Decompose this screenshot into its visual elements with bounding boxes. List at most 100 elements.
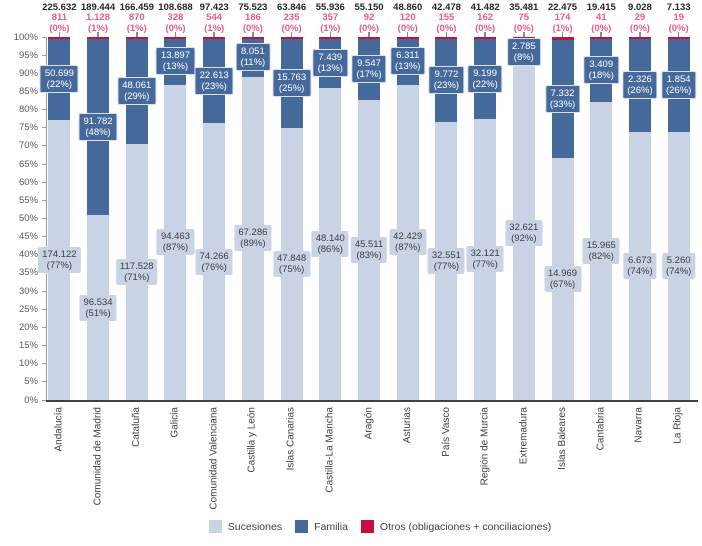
column-header-region-de-murcia: 41.482 162 (0%) (462, 2, 508, 34)
otros-value-label-islas-canarias: 235 (283, 12, 300, 24)
bar-aragon (358, 37, 380, 400)
column-header-comunidad-de-madrid: 189.444 1.128 (1%) (75, 2, 121, 34)
total-label-castilla-la-mancha: 55.936 (315, 2, 345, 13)
bar-comunidad-de-madrid (87, 37, 110, 400)
otros-pct-label-comunidad-de-madrid: (1%) (88, 22, 109, 34)
bar-segment-otros-extremadura (512, 37, 535, 39)
x-axis-label-islas-baleares: Islas Baleares (556, 407, 568, 470)
otros-pct-label-comunidad-valenciana: (1%) (204, 22, 225, 34)
data-label-familia-cantabria: 3.409 (18%) (583, 55, 619, 84)
otros-value-label-asturias: 120 (399, 12, 416, 24)
total-label-cantabria: 19.415 (586, 2, 616, 13)
y-axis-tick-label: 100% (13, 31, 38, 43)
total-label-islas-canarias: 63.846 (277, 2, 307, 13)
otros-value-label-castilla-la-mancha: 357 (322, 12, 339, 24)
otros-leader-tick-la-rioja (677, 31, 680, 37)
otros-pct-label-cantabria: (0%) (591, 22, 612, 34)
legend-label-otros-obligaciones-conciliaciones: Otros (obligaciones + conciliaciones) (379, 520, 552, 533)
bar-segment-otros-castilla-y-leon (241, 37, 264, 39)
y-axis-tick (42, 381, 46, 383)
data-label-sucesiones-asturias: 42.429 (87%) (389, 229, 427, 256)
y-axis-tick-label: 65% (18, 158, 38, 170)
y-axis-tick-label: 15% (18, 340, 38, 352)
legend: Sucesiones Familia Otros (obligaciones + c… (0, 520, 702, 533)
x-axis-label-asturias: Asturias (401, 407, 413, 444)
otros-leader-tick-aragon (368, 31, 370, 37)
y-axis-tick (42, 326, 46, 328)
data-label-familia-comunidad-de-madrid: 91.782 (48%) (78, 113, 118, 142)
y-axis-tick-label: 85% (18, 85, 38, 97)
otros-pct-label-cataluna: (1%) (126, 22, 147, 34)
column-header-castilla-y-leon: 75.523 186 (0%) (230, 2, 276, 34)
y-axis-tick-label: 35% (18, 267, 38, 279)
column-header-comunidad-valenciana: 97.423 544 (1%) (191, 2, 237, 34)
bar-segment-otros-comunidad-valenciana (203, 37, 226, 40)
bar-segment-otros-islas-canarias (280, 37, 303, 39)
otros-pct-label-andalucia: (0%) (49, 22, 70, 34)
y-axis-tick-label: 75% (18, 122, 38, 134)
otros-leader-tick-asturias (406, 31, 409, 37)
total-label-castilla-y-leon: 75.523 (238, 2, 268, 13)
data-label-familia-navarra: 2.326 (26%) (622, 70, 658, 99)
data-label-familia-cataluna: 48.061 (29%) (117, 77, 157, 106)
y-axis-tick-label: 25% (18, 303, 38, 315)
otros-pct-label-extremadura: (0%) (513, 22, 534, 34)
total-label-navarra: 9.028 (628, 2, 652, 13)
data-label-familia-region-de-murcia: 9.199 (22%) (467, 64, 503, 93)
y-axis-tick (42, 36, 46, 38)
bar-segment-otros-pais-vasco (435, 37, 458, 39)
data-label-familia-islas-canarias: 15.763 (25%) (272, 69, 312, 98)
y-axis-tick-label: 30% (18, 285, 38, 297)
data-label-sucesiones-navarra: 6.673 (74%) (623, 252, 657, 279)
x-axis-label-la-rioja: La Rioja (672, 407, 684, 444)
x-axis-line (46, 400, 698, 402)
x-axis-label-islas-canarias: Islas Canarias (285, 407, 297, 471)
y-axis-tick-label: 70% (18, 140, 38, 152)
y-axis-tick-label: 45% (18, 231, 38, 243)
bar-segment-otros-castilla-la-mancha (319, 37, 342, 40)
column-header-cantabria: 19.415 41 (0%) (578, 2, 624, 34)
otros-value-label-cataluna: 870 (128, 12, 145, 24)
otros-pct-label-islas-canarias: (0%) (281, 22, 302, 34)
legend-swatch-familia (295, 520, 309, 533)
data-label-sucesiones-la-rioja: 5.260 (74%) (661, 253, 696, 280)
x-axis-label-cataluna: Cataluña (130, 407, 142, 448)
data-label-familia-galicia: 13.897 (13%) (155, 47, 195, 76)
otros-leader-tick-islas-baleares (561, 31, 564, 37)
y-axis-tick (42, 308, 46, 310)
data-label-sucesiones-islas-baleares: 14.969 (67%) (543, 266, 582, 293)
bar-segment-otros-islas-baleares (551, 37, 574, 40)
data-label-sucesiones-region-de-murcia: 32.121 (77%) (466, 246, 504, 273)
otros-leader-tick-castilla-y-leon (252, 31, 254, 37)
total-label-extremadura: 35.481 (509, 2, 539, 13)
x-axis-label-cantabria: Cantabria (595, 407, 607, 451)
data-label-familia-pais-vasco: 9.772 (23%) (428, 66, 465, 95)
otros-pct-label-navarra: (0%) (629, 22, 650, 34)
otros-pct-label-castilla-y-leon: (0%) (242, 22, 263, 34)
bar-segment-otros-galicia (164, 37, 187, 39)
data-label-sucesiones-pais-vasco: 32.551 (77%) (427, 247, 465, 274)
bar-segment-otros-asturias (396, 37, 419, 39)
data-label-familia-asturias: 6.311 (13%) (390, 47, 426, 76)
x-axis-label-aragon: Aragón (363, 407, 374, 440)
otros-value-label-comunidad-de-madrid: 1.128 (86, 12, 110, 24)
column-header-cataluna: 166.459 870 (1%) (114, 2, 160, 34)
y-axis-tick (42, 199, 46, 201)
y-axis-tick-label: 60% (18, 176, 38, 188)
otros-leader-tick-cantabria (600, 31, 602, 37)
otros-leader-tick-cataluna (136, 31, 138, 37)
y-axis-tick (42, 218, 46, 219)
bar-galicia (164, 37, 187, 400)
legend-label-familia: Familia (314, 520, 348, 533)
data-label-familia-andalucia: 50.699 (22%) (39, 65, 79, 94)
data-label-familia-extremadura: 2.785 (8%) (506, 38, 541, 66)
otros-leader-tick-navarra (639, 31, 641, 37)
otros-value-label-extremadura: 75 (518, 12, 530, 24)
y-axis-tick-label: 90% (18, 67, 38, 79)
legend-swatch-otros-obligaciones-conciliaciones (360, 520, 374, 533)
data-label-sucesiones-comunidad-de-madrid: 96.534 (51%) (79, 294, 117, 321)
column-header-la-rioja: 7.133 19 (0%) (656, 2, 702, 34)
y-axis-tick (42, 399, 46, 401)
